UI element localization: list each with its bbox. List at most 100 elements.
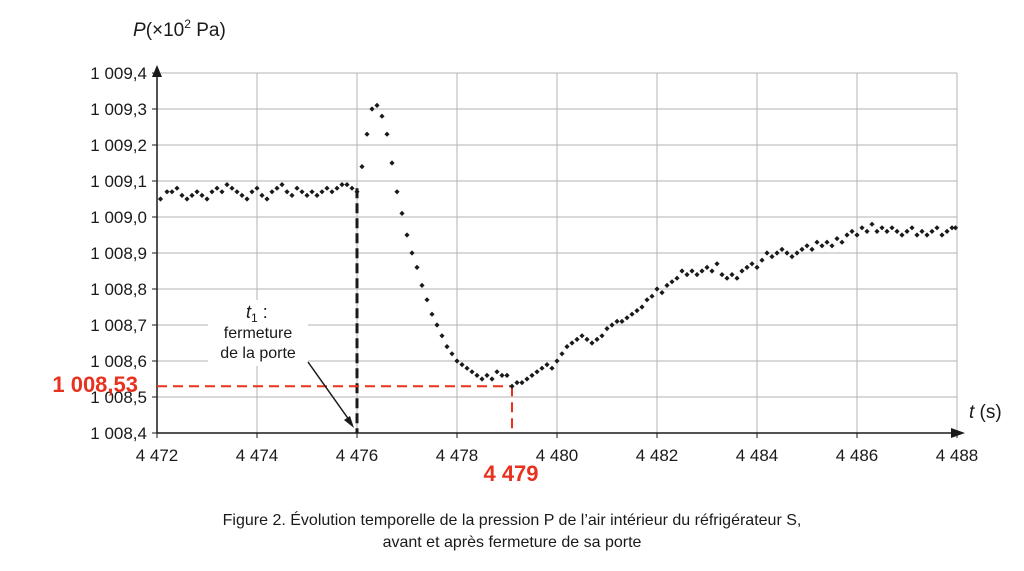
data-point [624, 315, 630, 321]
data-point [904, 228, 910, 234]
data-point [484, 372, 490, 378]
data-point [919, 228, 925, 234]
data-point [684, 272, 690, 278]
data-point [714, 261, 720, 267]
x-tick-label: 4 476 [336, 446, 379, 465]
data-point [209, 189, 215, 195]
data-point [724, 275, 730, 281]
x-tick-labels: 4 472 4 474 4 476 4 478 4 480 4 482 4 484 4 486… [136, 446, 979, 465]
data-point [804, 243, 810, 249]
data-point [759, 257, 765, 263]
data-point [644, 297, 650, 303]
data-point [674, 275, 680, 281]
data-point [839, 239, 845, 245]
data-point [952, 225, 959, 231]
data-point [454, 358, 460, 364]
data-point [569, 340, 575, 346]
y-tick-label: 1 008,5 [90, 388, 147, 407]
data-point [774, 250, 780, 256]
data-point [709, 268, 715, 274]
data-point [729, 272, 735, 278]
data-point [559, 351, 565, 357]
data-point [384, 131, 390, 137]
data-point [794, 250, 800, 256]
data-point [579, 333, 585, 339]
data-point [539, 365, 545, 371]
y-tick-label: 1 008,7 [90, 316, 147, 335]
grid [156, 72, 958, 434]
data-point [449, 351, 455, 357]
data-point [574, 336, 580, 342]
data-point [784, 250, 790, 256]
data-point [364, 131, 370, 137]
data-point [679, 268, 685, 274]
t1-annotation-line1: fermeture [224, 325, 293, 342]
data-point [249, 189, 255, 195]
data-point [359, 164, 365, 170]
data-point [344, 182, 350, 188]
data-point [224, 182, 230, 188]
data-point [339, 182, 345, 188]
data-point [239, 192, 245, 198]
data-point [859, 225, 865, 231]
data-point [504, 372, 510, 378]
data-point [924, 232, 930, 238]
data-point [939, 232, 945, 238]
y-axis-label: P(×102 Pa) [133, 17, 226, 41]
data-point [157, 196, 164, 202]
data-point [494, 369, 500, 375]
data-point [689, 268, 695, 274]
data-point [529, 372, 535, 378]
data-point [289, 192, 295, 198]
x-tick-label: 4 484 [736, 446, 779, 465]
data-point [524, 376, 530, 382]
data-point [889, 225, 895, 231]
y-tick-label: 1 008,9 [90, 244, 147, 263]
data-point [824, 239, 830, 245]
data-point [609, 322, 615, 328]
data-point [659, 290, 665, 296]
data-point [274, 185, 280, 191]
data-point [394, 189, 400, 195]
data-point [599, 333, 605, 339]
data-point [164, 189, 170, 195]
x-tick-label: 4 480 [536, 446, 579, 465]
data-point [549, 365, 555, 371]
data-point [564, 344, 570, 350]
data-point [389, 160, 395, 166]
data-point [699, 268, 705, 274]
data-point [744, 264, 750, 270]
x-tick-label: 4 482 [636, 446, 679, 465]
caption-line-2: avant et après fermeture de sa porte [382, 534, 642, 551]
data-point [869, 221, 875, 227]
t1-arrow-line [307, 361, 353, 425]
data-point [604, 326, 610, 332]
data-point [399, 210, 405, 216]
x-tick-label: 4 478 [436, 446, 479, 465]
guide-lines [157, 188, 513, 433]
annotations: t1 : fermeture de la porte 1 008,53 4 47… [52, 300, 539, 486]
data-point [459, 362, 465, 368]
data-point [234, 189, 240, 195]
data-point [414, 264, 420, 270]
data-point [489, 376, 495, 382]
data-point [369, 106, 375, 112]
data-point [799, 246, 805, 252]
data-point [264, 196, 270, 202]
data-point [354, 189, 360, 195]
y-tick-label: 1 009,3 [90, 100, 147, 119]
data-point [424, 297, 430, 303]
data-point [864, 228, 870, 234]
data-point [434, 322, 440, 328]
x-axis-arrow [951, 428, 965, 438]
data-point [914, 232, 920, 238]
data-point [704, 264, 710, 270]
data-point [894, 228, 900, 234]
data-point [734, 275, 740, 281]
data-point [174, 185, 180, 191]
data-point [299, 189, 305, 195]
data-point [629, 311, 635, 317]
data-point [189, 192, 195, 198]
data-point [909, 225, 915, 231]
y-tick-label: 1 009,0 [90, 208, 147, 227]
